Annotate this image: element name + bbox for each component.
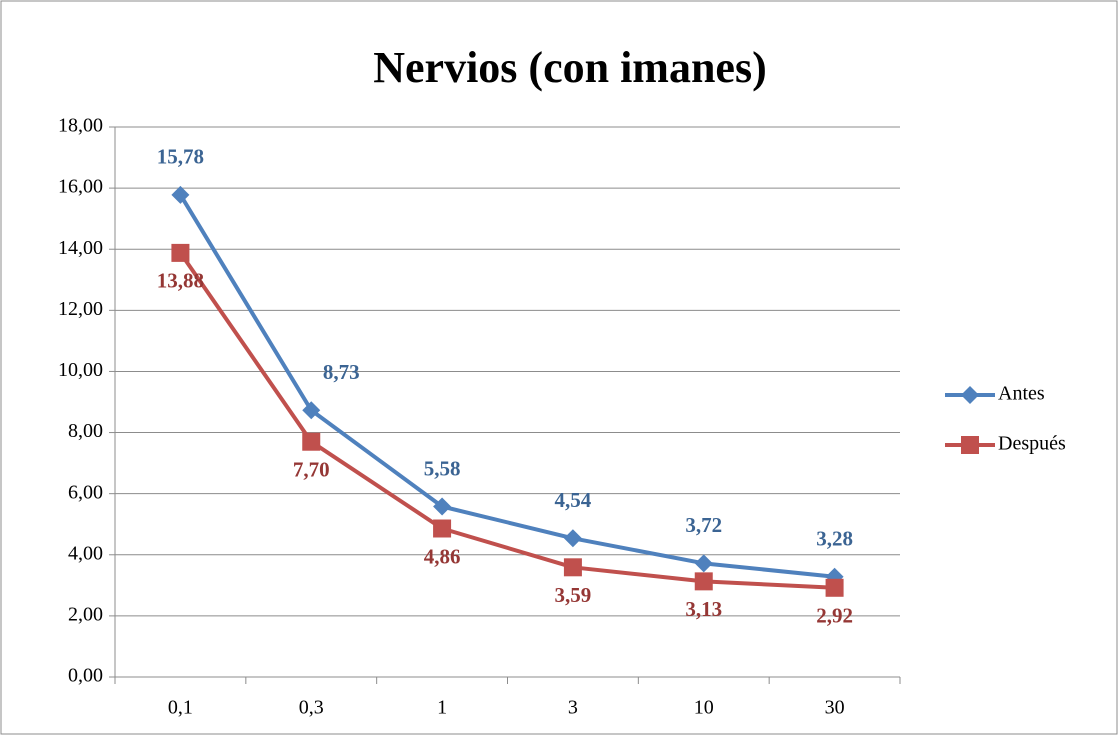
marker bbox=[433, 497, 452, 516]
chart-title: Nervios (con imanes) bbox=[373, 43, 767, 92]
marker bbox=[302, 432, 321, 451]
marker bbox=[694, 554, 713, 573]
y-tick-label: 18,00 bbox=[58, 115, 103, 137]
x-tick-label: 30 bbox=[825, 697, 845, 719]
marker bbox=[302, 401, 321, 420]
data-label: 3,28 bbox=[816, 527, 853, 551]
y-tick-label: 4,00 bbox=[68, 542, 103, 564]
series-line bbox=[178, 193, 835, 579]
x-tick-label: 0,3 bbox=[299, 697, 324, 719]
x-tick-label: 10 bbox=[694, 697, 714, 719]
marker bbox=[563, 558, 582, 577]
data-label: 15,78 bbox=[157, 145, 204, 169]
data-label: 5,58 bbox=[424, 456, 461, 480]
legend-marker bbox=[961, 386, 979, 404]
y-tick-label: 16,00 bbox=[58, 176, 103, 198]
legend-marker bbox=[961, 436, 979, 454]
y-tick-label: 0,00 bbox=[68, 665, 103, 687]
data-label: 4,86 bbox=[424, 544, 461, 568]
data-label: 4,54 bbox=[555, 488, 592, 512]
data-label: 2,92 bbox=[816, 604, 853, 628]
marker bbox=[171, 243, 190, 262]
y-tick-label: 6,00 bbox=[68, 481, 103, 503]
legend-label: Antes bbox=[998, 383, 1045, 405]
marker bbox=[433, 519, 452, 538]
y-tick-label: 8,00 bbox=[68, 420, 103, 442]
data-label: 7,70 bbox=[293, 458, 330, 482]
marker bbox=[171, 185, 190, 204]
y-tick-label: 14,00 bbox=[58, 237, 103, 259]
series-line bbox=[178, 251, 835, 590]
y-tick-label: 10,00 bbox=[58, 359, 103, 381]
marker bbox=[825, 578, 844, 597]
x-tick-label: 1 bbox=[437, 697, 447, 719]
data-label: 8,73 bbox=[323, 360, 360, 384]
data-label: 3,59 bbox=[555, 583, 592, 607]
data-label: 3,72 bbox=[685, 513, 722, 537]
marker bbox=[563, 529, 582, 548]
legend-label: Después bbox=[998, 433, 1066, 455]
y-tick-label: 12,00 bbox=[58, 298, 103, 320]
y-tick-label: 2,00 bbox=[68, 603, 103, 625]
x-tick-label: 3 bbox=[568, 697, 578, 719]
data-label: 13,88 bbox=[157, 269, 204, 293]
marker bbox=[694, 572, 713, 591]
x-tick-label: 0,1 bbox=[168, 697, 193, 719]
data-label: 3,13 bbox=[685, 597, 722, 621]
